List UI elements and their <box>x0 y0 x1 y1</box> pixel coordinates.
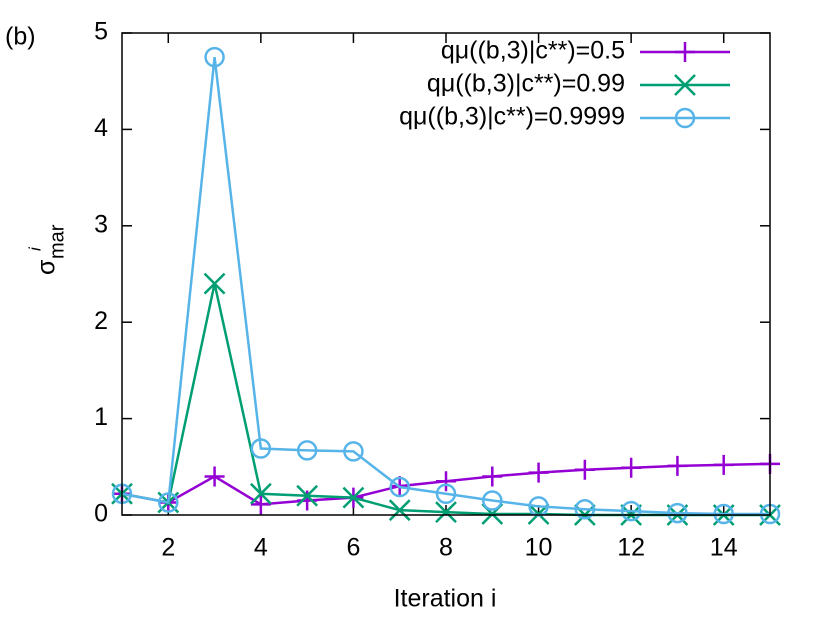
y-tick-label: 3 <box>94 210 108 238</box>
data-point <box>713 503 734 525</box>
legend-label: qμ((b,3)|c**)=0.9999 <box>399 103 625 131</box>
y-label-symbol: σ <box>33 259 61 275</box>
data-point <box>204 466 225 487</box>
x-tick-label: 4 <box>254 534 268 562</box>
plot-frame <box>121 32 771 516</box>
data-point <box>296 440 318 461</box>
y-tick-label: 5 <box>94 18 108 46</box>
data-point <box>250 438 272 459</box>
y-tick-label: 1 <box>94 403 108 431</box>
data-point <box>249 482 272 505</box>
x-tick-label: 12 <box>617 534 645 562</box>
data-point <box>343 441 364 462</box>
data-point <box>713 454 734 475</box>
y-tick-label: 0 <box>94 500 108 528</box>
x-tick-label: 10 <box>525 534 553 562</box>
legend-marker <box>674 107 696 129</box>
y-tick-label: 4 <box>94 114 108 142</box>
data-point <box>435 501 457 523</box>
y-tick-label: 2 <box>94 307 108 335</box>
data-point <box>574 498 596 520</box>
data-point <box>667 455 688 476</box>
data-point <box>342 486 365 509</box>
x-tick-label: 6 <box>346 534 360 562</box>
x-tick-label: 2 <box>161 534 175 562</box>
panel-label: (b) <box>5 23 36 51</box>
data-point <box>158 492 179 513</box>
data-point <box>482 466 503 487</box>
data-point <box>250 494 271 515</box>
data-point <box>574 459 595 480</box>
x-tick-label: 8 <box>439 534 453 562</box>
x-tick-label: 14 <box>710 534 738 562</box>
y-label-superscript: i <box>25 246 44 251</box>
data-point <box>388 499 411 522</box>
data-point <box>482 490 503 511</box>
legend-marker <box>675 42 695 62</box>
x-axis-label: Iteration i <box>394 585 497 613</box>
y-axis-label: σ i mar <box>25 224 68 275</box>
y-label-subscript: mar <box>46 224 68 259</box>
series-line <box>121 56 770 516</box>
data-point <box>297 490 318 511</box>
data-point <box>528 462 549 483</box>
data-point <box>389 476 410 498</box>
data-point <box>667 502 688 524</box>
data-point <box>620 500 642 522</box>
legend-marker <box>674 74 696 96</box>
legend-label: qμ((b,3)|c**)=0.99 <box>427 70 625 98</box>
data-point <box>203 272 226 295</box>
data-point <box>621 457 642 478</box>
legend-label: qμ((b,3)|c**)=0.5 <box>441 37 625 65</box>
data-point <box>436 471 456 492</box>
data-point <box>296 484 319 507</box>
data-point <box>435 483 457 505</box>
data-point <box>204 46 225 68</box>
